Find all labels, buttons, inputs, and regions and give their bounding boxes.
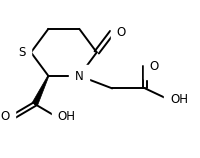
Text: O: O xyxy=(1,110,10,123)
Text: N: N xyxy=(75,70,84,83)
Text: OH: OH xyxy=(58,110,76,123)
Polygon shape xyxy=(32,76,49,105)
Text: O: O xyxy=(116,25,126,39)
Text: O: O xyxy=(149,60,158,73)
Text: OH: OH xyxy=(170,93,188,106)
Text: S: S xyxy=(18,46,25,59)
